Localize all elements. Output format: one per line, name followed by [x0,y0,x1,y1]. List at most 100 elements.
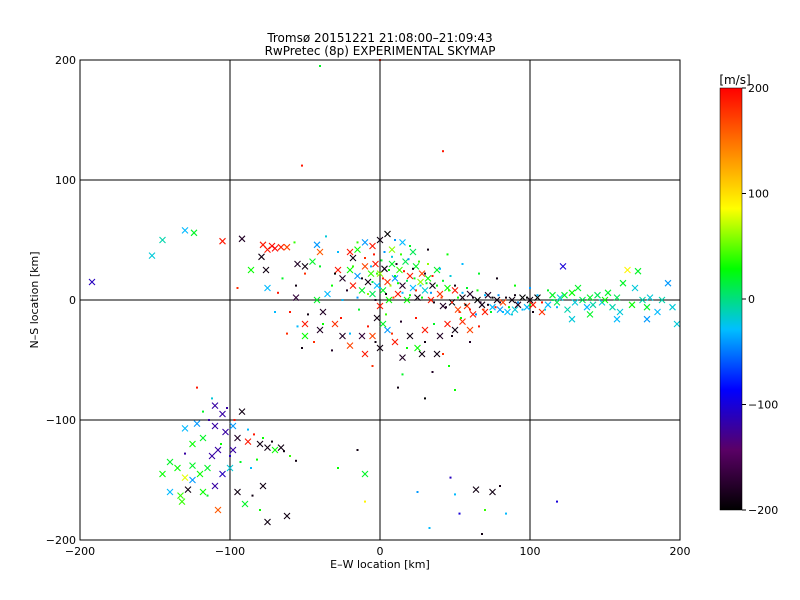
data-point-dot [454,493,456,496]
data-point-dot [356,296,359,299]
data-point-cross [358,287,366,294]
data-point-cross [219,470,226,478]
data-point-dot [307,313,309,316]
data-point-dot [460,317,462,319]
data-point-dot [322,323,324,325]
data-point-cross [574,284,582,292]
data-point-dot [406,279,408,282]
data-point-dot [476,289,479,292]
data-point-cross [256,440,264,448]
data-point-cross [259,482,267,490]
data-point-cross [214,506,222,514]
data-point-dot [442,353,444,355]
data-point-cross [229,422,237,430]
data-points [88,59,681,535]
data-point-dot [479,301,482,304]
data-point-cross [301,332,309,340]
data-point-cross [283,243,291,251]
data-point-dot [478,325,480,328]
data-point-dot [424,272,426,275]
data-point-dot [406,347,408,349]
data-point-dot [262,437,264,439]
data-point-cross [559,263,567,270]
data-point-cross [316,326,324,334]
data-point-dot [551,299,554,301]
data-point-dot [331,284,333,287]
data-point-cross [549,291,556,299]
data-point-cross [586,294,594,301]
data-point-cross [472,486,480,493]
data-point-dot [415,289,417,292]
data-point-cross [334,266,342,274]
data-point-cross [211,482,219,490]
data-point-dot [239,461,242,463]
x-tick-label: 0 [377,545,384,558]
data-point-cross [553,299,561,306]
data-point-dot [319,265,321,268]
data-point-cross [654,308,661,316]
data-point-cross [628,301,636,309]
data-point-dot [250,467,252,469]
data-point-dot [424,397,426,400]
x-axis-ticks: −200 −100 0 100 200 [65,534,691,558]
data-point-dot [409,294,411,297]
data-point-cross [556,294,564,301]
y-tick-label: −200 [46,534,76,547]
data-point-dot [478,272,480,275]
data-point-dot [505,512,507,515]
data-point-cross [601,296,609,304]
data-point-dot [475,313,477,316]
data-point-dot [436,284,438,287]
data-point-dot [295,459,297,462]
data-point-dot [416,491,419,493]
data-point-dot [461,291,464,294]
data-point-dot [295,284,297,287]
data-point-dot [409,245,411,247]
data-point-dot [547,289,549,292]
data-point-cross [319,308,327,316]
data-point-cross [399,239,406,246]
data-point-cross [324,290,331,298]
data-point-dot [466,287,468,289]
data-point-dot [517,301,519,304]
data-point-dot [281,277,284,280]
data-point-dot [325,235,327,238]
data-point-dot [403,270,405,273]
data-point-cross [451,326,459,334]
data-point-dot [394,239,396,241]
data-point-cross [544,301,552,309]
data-point-dot [556,500,558,503]
y-tick-label: 100 [55,174,76,187]
data-point-cross [199,488,207,496]
data-point-dot [449,275,452,277]
data-point-cross [658,296,666,304]
data-point-cross [489,488,496,496]
data-point-cross [451,287,459,294]
data-point-cross [166,458,174,466]
data-point-dot [427,248,429,251]
data-point-cross [364,278,372,286]
data-point-cross [292,294,300,301]
data-point-cross [589,301,597,309]
data-point-cross [469,311,477,318]
x-axis-label: E–W location [km] [330,558,430,571]
data-point-dot [296,325,299,328]
data-point-cross [406,332,414,340]
data-point-cross [214,446,222,454]
data-point-cross [634,267,642,275]
data-point-dot [385,313,387,316]
data-point-dot [494,306,497,309]
colorbar-tick-label: −200 [748,504,778,517]
data-point-cross [159,236,166,244]
data-point-dot [472,296,474,299]
data-point-dot [400,320,402,323]
data-point-cross [421,287,429,294]
data-point-cross [258,253,265,261]
x-tick-label: −100 [215,545,245,558]
data-point-dot [484,294,486,297]
data-point-cross [508,296,516,304]
data-point-dot [233,419,236,421]
data-point-cross [673,320,681,328]
data-point-cross [418,270,426,277]
data-point-cross [222,428,229,436]
